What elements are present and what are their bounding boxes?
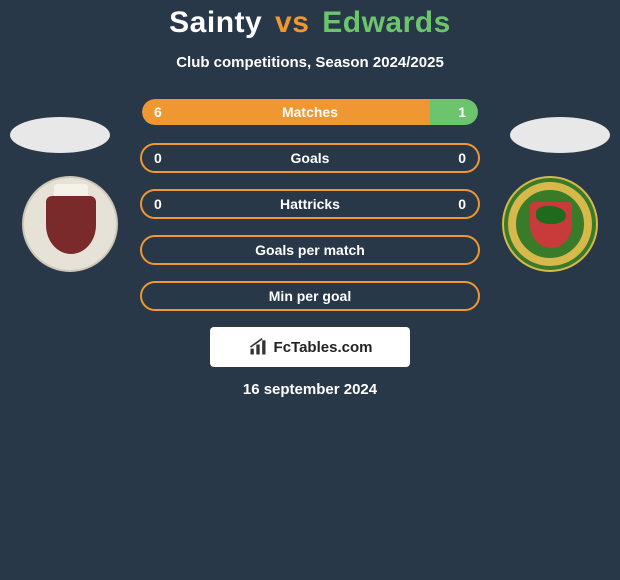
stat-value-player2: 0	[458, 150, 466, 166]
crest-decoration	[536, 206, 566, 224]
stat-value-player2: 0	[458, 196, 466, 212]
stat-row: Goals per match	[140, 235, 480, 265]
stat-row: Goals0 0	[140, 143, 480, 173]
stat-value-player1: 6	[154, 104, 162, 120]
vs-separator: vs	[275, 6, 309, 39]
brand-icon	[248, 337, 268, 357]
stat-row: Min per goal	[140, 281, 480, 311]
player2-photo-placeholder	[510, 117, 610, 153]
club-crest-right	[502, 176, 598, 272]
stats-bars: Matches61Goals00Hattricks00Goals per mat…	[140, 97, 480, 311]
stat-label: Goals	[142, 150, 478, 166]
comparison-card: Sainty vs Edwards Club competitions, Sea…	[0, 0, 620, 398]
player1-photo-placeholder	[10, 117, 110, 153]
page-title: Sainty vs Edwards	[0, 6, 620, 40]
crest-decoration	[46, 196, 96, 254]
stat-label: Min per goal	[142, 288, 478, 304]
stat-value-player1: 0	[154, 150, 162, 166]
stat-row: Matches6 1	[140, 97, 480, 127]
player2-name: Edwards	[322, 6, 451, 39]
stat-row: Hattricks0 0	[140, 189, 480, 219]
brand-logo: FcTables.com	[210, 327, 410, 367]
player1-name: Sainty	[169, 6, 262, 39]
stat-label: Goals per match	[142, 242, 478, 258]
stat-value-player2: 1	[458, 104, 466, 120]
subtitle: Club competitions, Season 2024/2025	[0, 54, 620, 71]
stat-value-player1: 0	[154, 196, 162, 212]
club-crest-left	[22, 176, 118, 272]
stat-label: Matches	[142, 104, 478, 120]
brand-text: FcTables.com	[274, 339, 373, 356]
generated-date: 16 september 2024	[0, 381, 620, 398]
stat-label: Hattricks	[142, 196, 478, 212]
